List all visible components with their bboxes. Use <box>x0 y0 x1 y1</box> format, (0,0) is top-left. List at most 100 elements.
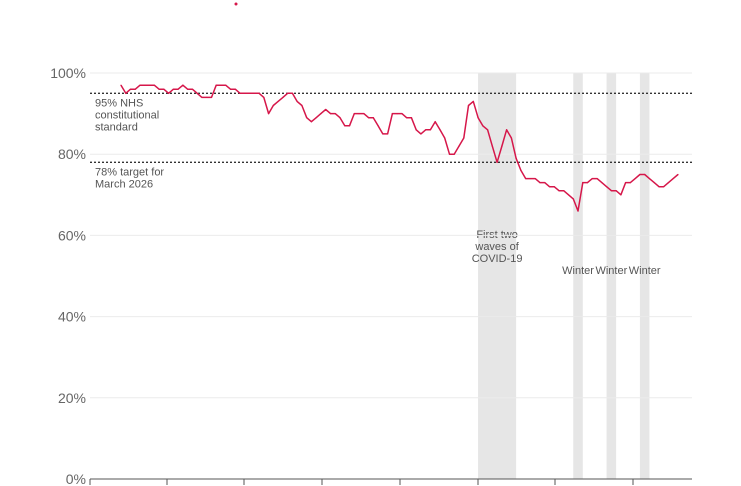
data-point <box>610 190 612 192</box>
data-point <box>482 125 484 127</box>
data-point <box>677 173 679 176</box>
data-point <box>615 190 617 192</box>
data-point <box>458 145 460 147</box>
data-point <box>529 177 532 180</box>
data-point <box>191 88 194 90</box>
data-point <box>334 113 336 115</box>
data-point <box>515 157 517 159</box>
data-point <box>444 137 446 139</box>
data-point <box>634 177 636 180</box>
data-point <box>196 92 198 94</box>
data-point <box>172 88 174 90</box>
data-point <box>377 125 379 127</box>
data-point <box>139 84 141 86</box>
data-point <box>596 177 598 180</box>
shaded-period-label: First two waves of COVID-19 <box>472 229 523 265</box>
data-point <box>501 145 503 147</box>
data-point <box>267 113 270 115</box>
data-point <box>325 108 327 111</box>
shaded-period-band <box>478 73 517 479</box>
data-point <box>548 186 551 188</box>
data-point <box>477 117 479 119</box>
data-point <box>258 92 260 94</box>
data-point <box>525 177 527 180</box>
data-point <box>639 173 641 176</box>
data-point <box>486 129 489 131</box>
data-point <box>506 129 508 131</box>
data-point <box>644 173 646 176</box>
data-point <box>425 129 427 131</box>
data-point <box>629 182 631 184</box>
data-point <box>520 169 522 172</box>
data-point <box>420 133 422 135</box>
data-point <box>248 92 251 94</box>
data-point <box>263 96 265 98</box>
data-point <box>353 113 355 115</box>
reference-lines: 95% NHS constitutional standard 78% target … <box>90 92 692 190</box>
reference-line-label: 78% target for March 2026 <box>95 166 164 190</box>
data-point <box>239 92 241 94</box>
series-layer <box>120 84 679 212</box>
data-point <box>182 84 184 86</box>
data-point <box>144 84 146 86</box>
data-point <box>406 117 408 119</box>
data-point <box>125 92 127 94</box>
reference-line-label: 95% NHS constitutional standard <box>95 97 159 133</box>
data-point <box>658 186 660 188</box>
data-point <box>163 88 165 90</box>
data-point <box>625 182 627 184</box>
data-point <box>558 190 560 192</box>
data-point <box>463 137 465 139</box>
data-point <box>291 92 293 94</box>
data-point <box>358 113 360 115</box>
top-marker-dot <box>234 2 238 6</box>
data-point <box>315 117 317 119</box>
data-point <box>215 84 217 86</box>
data-point <box>648 177 651 180</box>
data-point <box>344 125 346 127</box>
data-point <box>539 182 541 184</box>
y-axis: 0% 20% 40% 60% 80% 100% <box>50 65 86 486</box>
shaded-period-label: Winter <box>629 265 661 277</box>
data-point <box>177 88 179 90</box>
data-point <box>453 153 455 155</box>
data-point <box>367 117 370 119</box>
y-tick-label: 40% <box>58 309 86 325</box>
data-point <box>448 153 451 155</box>
x-axis <box>89 478 692 485</box>
data-point <box>672 177 674 180</box>
data-point <box>339 117 341 119</box>
data-point <box>667 182 670 184</box>
data-point <box>577 210 579 212</box>
data-point <box>429 129 432 131</box>
data-point <box>434 121 436 123</box>
y-tick-label: 0% <box>66 471 86 486</box>
data-point <box>287 92 289 94</box>
data-point <box>472 100 474 103</box>
data-point <box>329 113 332 115</box>
y-tick-label: 60% <box>58 227 86 243</box>
data-point <box>386 133 389 135</box>
data-point <box>296 100 298 103</box>
data-point <box>415 129 417 131</box>
shaded-period-band <box>639 73 650 479</box>
data-point <box>601 182 603 184</box>
data-point <box>158 88 160 90</box>
data-point <box>277 100 279 103</box>
data-point <box>605 186 608 188</box>
data-point <box>491 145 493 147</box>
data-point <box>220 84 222 86</box>
data-point <box>244 92 246 94</box>
data-point <box>510 137 512 139</box>
data-point <box>282 96 284 98</box>
data-point <box>272 104 274 107</box>
data-point <box>572 198 574 200</box>
data-point <box>120 84 122 86</box>
series-line <box>120 84 679 212</box>
data-point <box>201 96 203 98</box>
data-point <box>591 177 593 180</box>
y-tick-label: 100% <box>50 65 86 81</box>
data-point <box>306 117 308 119</box>
data-point <box>467 104 470 107</box>
